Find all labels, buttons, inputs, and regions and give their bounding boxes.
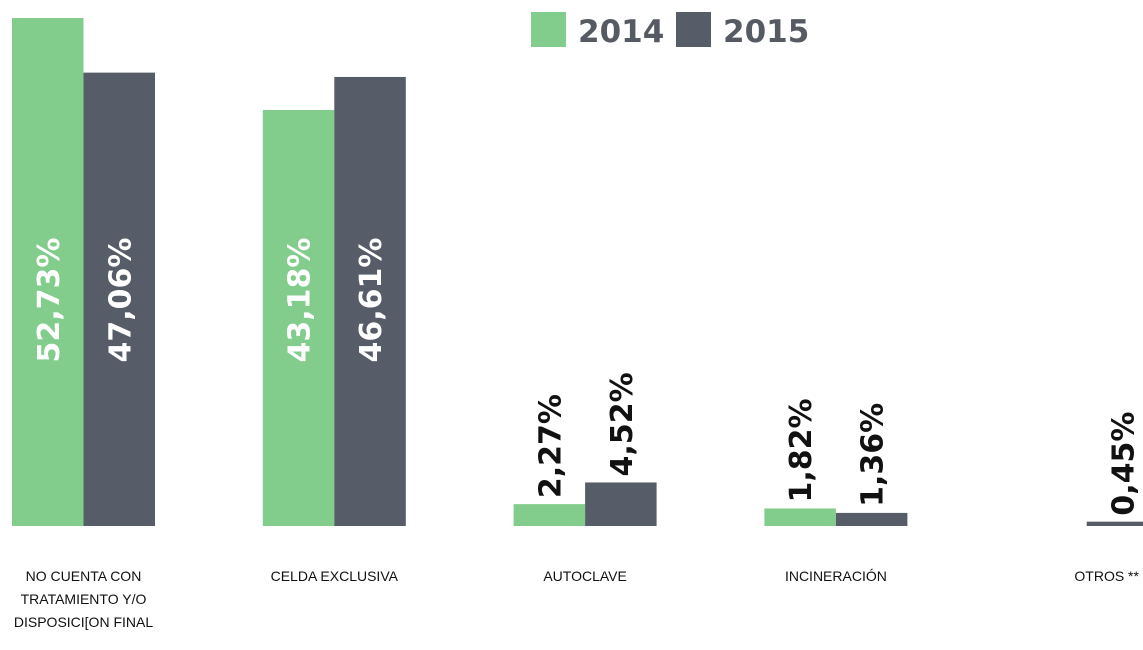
bar xyxy=(1086,521,1143,526)
value-label: 1,82% xyxy=(784,398,819,502)
category-label: CELDA EXCLUSIVA xyxy=(270,568,398,584)
bar xyxy=(334,76,406,526)
value-label: 43,18% xyxy=(283,238,318,363)
bar xyxy=(835,512,908,526)
legend-label: 2015 xyxy=(723,14,809,50)
category-label: AUTOCLAVE xyxy=(543,568,627,584)
legend-swatch xyxy=(531,12,566,47)
bar xyxy=(262,110,335,527)
legend-label: 2014 xyxy=(578,14,664,50)
value-label: 2,27% xyxy=(533,394,568,498)
value-label: 0,45% xyxy=(1106,412,1141,516)
legend-swatch xyxy=(676,12,711,47)
category-label: INCINERACIÓN xyxy=(784,568,887,584)
bar xyxy=(585,482,657,526)
category-label: OTROS ** xyxy=(1074,568,1139,584)
value-label: 46,61% xyxy=(354,238,389,363)
value-label: 4,52% xyxy=(605,372,640,476)
bar xyxy=(764,508,836,526)
bar xyxy=(12,18,84,526)
value-label: 1,36% xyxy=(856,403,891,507)
bar xyxy=(83,72,155,526)
category-label: NO CUENTA CON TRATAMIENTO Y/O DISPOSICI[… xyxy=(13,568,154,630)
value-label: 47,06% xyxy=(103,238,138,363)
bar xyxy=(513,504,586,526)
value-label: 52,73% xyxy=(32,238,67,363)
